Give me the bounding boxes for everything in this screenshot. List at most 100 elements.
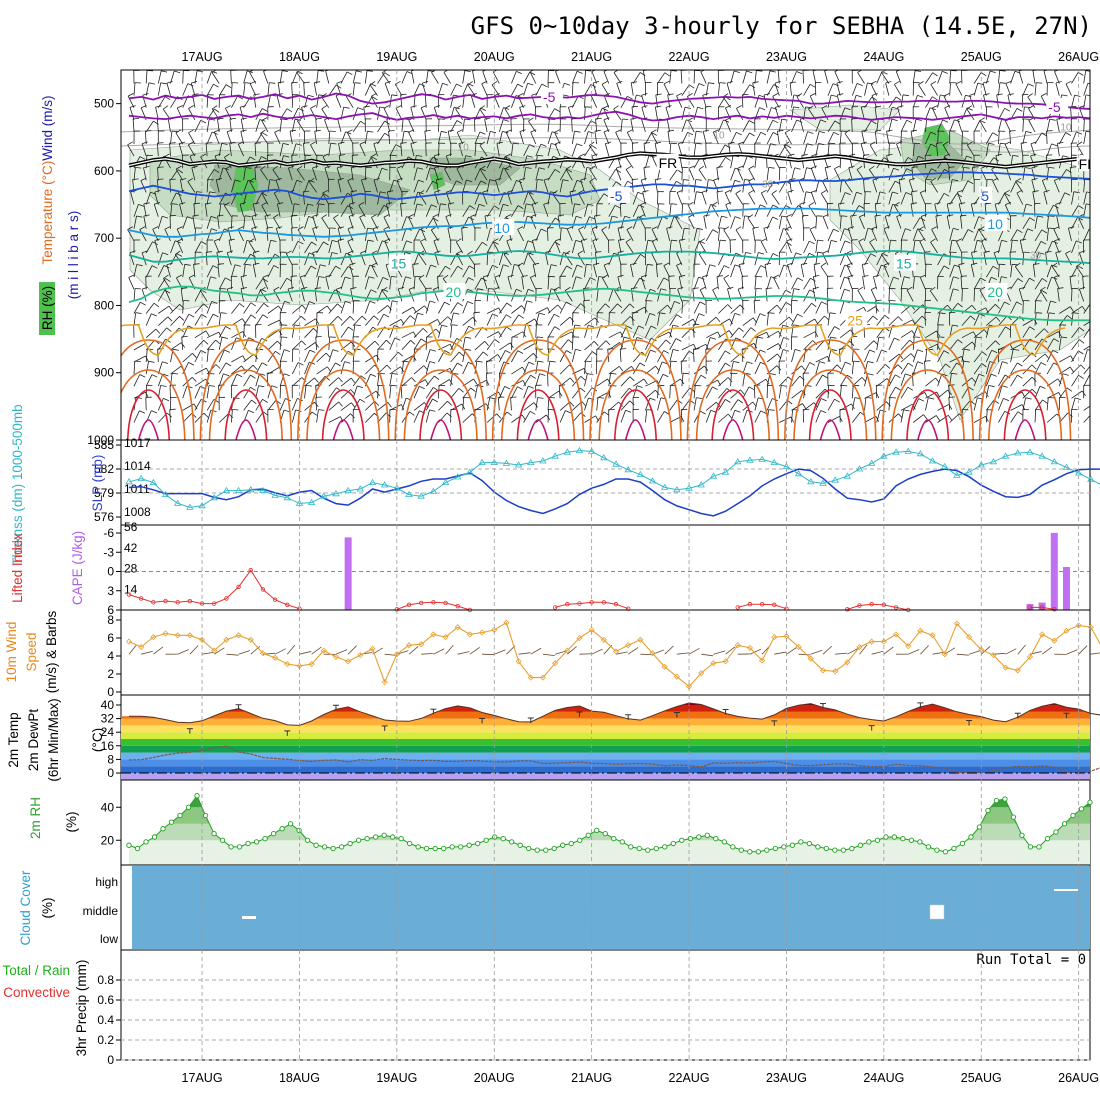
isotherm-15	[128, 250, 1090, 264]
thickness-point	[259, 486, 267, 494]
wind-point	[1026, 653, 1034, 660]
rh-point	[764, 847, 770, 853]
wind-point	[320, 647, 327, 654]
thickness-point	[831, 476, 839, 483]
li-point	[455, 603, 460, 609]
thickness-panel	[120, 439, 1091, 526]
thickness-point	[125, 478, 133, 485]
rh-point	[738, 847, 744, 853]
wind-point	[905, 643, 912, 650]
precip-legend-convective: Convective	[3, 985, 70, 1000]
bottom-date-label: 26AUG	[1058, 1071, 1099, 1085]
rh-point	[993, 798, 1000, 804]
rh-point	[304, 837, 311, 843]
top-date-label: 23AUG	[766, 50, 807, 64]
wind-point	[661, 663, 668, 670]
precip-ylabel: 3hr Precip (mm)	[74, 960, 89, 1057]
wind-point	[393, 651, 400, 658]
rh-point	[925, 844, 932, 850]
top-date-label: 22AUG	[669, 50, 710, 64]
isotherm-loop	[589, 339, 682, 440]
wind-point	[832, 668, 839, 675]
rh-point	[713, 835, 719, 842]
rh-point	[1010, 814, 1017, 820]
slp-line	[128, 468, 1100, 517]
temp-band	[121, 773, 1090, 780]
wind-barb	[615, 651, 628, 655]
temp-band	[121, 718, 1090, 726]
wind-point	[345, 658, 352, 665]
temp-band	[121, 732, 1090, 739]
rh-point	[432, 845, 438, 852]
wind-barb	[713, 650, 726, 655]
thickness-point	[1038, 452, 1046, 459]
wind-barb	[445, 644, 454, 655]
wind-point	[880, 638, 887, 645]
isotherm-loop	[501, 369, 576, 440]
wind-point	[515, 658, 522, 665]
isotherm-loop	[430, 419, 452, 440]
li-line	[847, 603, 909, 611]
rh-point	[781, 844, 787, 850]
li-point	[419, 600, 424, 606]
temp-tick: 0	[107, 766, 114, 780]
wind-point	[357, 652, 364, 659]
rh-point	[670, 840, 676, 847]
rh-point	[976, 824, 983, 830]
rh-point	[483, 837, 489, 843]
thickness-point	[734, 458, 742, 465]
wind-point	[418, 641, 425, 648]
wind-point	[162, 630, 169, 637]
isotherm-loop	[394, 339, 487, 440]
wind-point	[332, 653, 340, 660]
wind-point	[576, 634, 583, 642]
wind-barb	[688, 647, 700, 655]
thickness-point	[600, 454, 608, 461]
wind-point	[198, 636, 206, 643]
upper-ylabel2: (m i l l i b a r s)	[66, 211, 81, 300]
rh-point	[934, 847, 940, 853]
isotherm-loop	[598, 369, 673, 440]
isotherm-loop	[711, 389, 755, 440]
thickness-point	[867, 459, 876, 466]
thickness-point	[429, 487, 438, 494]
cape-tick: 28	[124, 562, 138, 576]
rh-point	[1070, 812, 1076, 819]
pressure-tick: 700	[94, 231, 114, 245]
thickness-tick: 585	[94, 438, 114, 452]
wind-ylabel-b: Speed	[24, 632, 39, 671]
wind-point	[868, 638, 875, 645]
wind-point	[1014, 667, 1021, 674]
li-tick: -6	[103, 526, 114, 540]
thickness-point	[149, 478, 158, 486]
isotherm-loop	[1003, 389, 1047, 440]
isotherm-loop	[127, 389, 170, 440]
thickness-point	[624, 466, 632, 473]
rh-point	[772, 845, 778, 852]
wind-barb	[701, 653, 714, 657]
wind-point	[625, 642, 632, 649]
isotherm-loop	[224, 389, 268, 440]
wind-barb	[627, 647, 639, 655]
rh-point	[143, 839, 149, 845]
date-grid: 17AUG 17AUG 18AUG 18AUG 19AUG 19AUG 20AUG 20AUG…	[182, 50, 1100, 1085]
thickness-point	[673, 486, 681, 493]
isotherm-label: 5	[981, 188, 989, 204]
rh-point	[355, 837, 362, 843]
li-point	[735, 605, 740, 610]
thickness-point	[502, 459, 511, 466]
cloud-ylabel: Cloud Cover	[18, 870, 33, 946]
precip-tick: 0.2	[97, 1033, 114, 1047]
rh-unit-label: (%)	[64, 812, 79, 833]
isotherm-loop	[722, 419, 744, 440]
isotherm-loop	[208, 369, 283, 440]
wind-barb	[567, 646, 577, 655]
thickness-point	[551, 452, 559, 459]
li-line	[1030, 606, 1055, 610]
wind-point	[649, 650, 656, 657]
thickness-point	[648, 477, 657, 484]
thickness-point	[307, 498, 316, 506]
thickness-tick: 582	[94, 462, 114, 476]
wind-barb	[871, 650, 884, 655]
wind-barb	[153, 646, 164, 655]
